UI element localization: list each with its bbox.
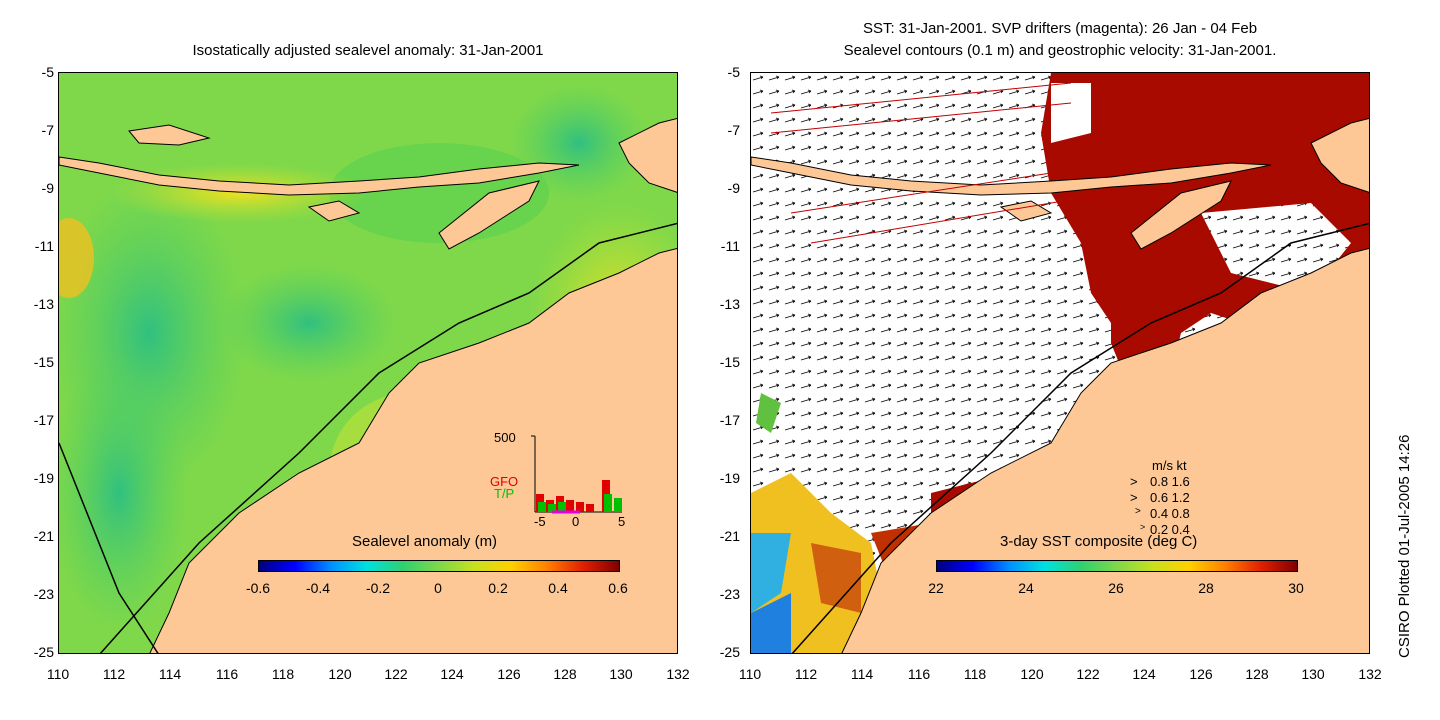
- velocity-arrow-icon: >: [1130, 474, 1138, 489]
- x-tick: 126: [497, 666, 521, 682]
- y-tick: -23: [719, 586, 740, 602]
- colorbar-tick: 24: [1018, 580, 1034, 596]
- inset-y-label: 500: [494, 430, 516, 445]
- x-tick: 128: [553, 666, 577, 682]
- x-tick: 114: [850, 666, 874, 682]
- colorbar-tick: -0.2: [365, 580, 391, 596]
- y-tick: -17: [33, 412, 54, 428]
- y-tick: -17: [719, 412, 740, 428]
- inset-x-tick: -5: [534, 514, 546, 529]
- x-tick: 118: [271, 666, 295, 682]
- velocity-legend-row: 0.6 1.2: [1150, 490, 1190, 505]
- x-tick: 114: [158, 666, 182, 682]
- x-tick: 120: [1020, 666, 1044, 682]
- colorbar-tick: 0.4: [548, 580, 568, 596]
- x-tick: 122: [384, 666, 408, 682]
- right-map: [750, 72, 1370, 654]
- velocity-arrow-icon: >: [1140, 522, 1146, 532]
- y-tick: -15: [33, 354, 54, 370]
- y-tick: -25: [719, 644, 740, 660]
- y-tick: -15: [719, 354, 740, 370]
- x-tick: 132: [1358, 666, 1382, 682]
- left-panel-title: Isostatically adjusted sealevel anomaly:…: [192, 42, 544, 59]
- inset-label-tp: T/P: [494, 486, 515, 501]
- histogram-bars: [531, 435, 622, 514]
- y-tick: -21: [719, 528, 740, 544]
- colorbar-tick: -0.4: [305, 580, 331, 596]
- y-tick: -5: [727, 64, 740, 80]
- right-colorbar: [936, 560, 1298, 572]
- y-tick: -25: [33, 644, 54, 660]
- x-tick: 112: [102, 666, 126, 682]
- y-tick: -9: [727, 180, 740, 196]
- y-tick: -5: [41, 64, 54, 80]
- inset-label-gfo: GFO: [490, 474, 519, 489]
- left-colorbar: [258, 560, 620, 572]
- x-tick: 130: [609, 666, 633, 682]
- y-tick: -11: [720, 238, 740, 254]
- y-tick: -9: [41, 180, 54, 196]
- y-tick: -7: [41, 122, 54, 138]
- velocity-legend-row: 0.4 0.8: [1150, 506, 1190, 521]
- inset-x-tick: 0: [572, 514, 580, 529]
- x-tick: 128: [1245, 666, 1269, 682]
- sst-map: [751, 73, 1369, 653]
- altimeter-histogram-inset: 500 GFO T/P -5 0 5: [490, 428, 630, 529]
- y-tick: -19: [33, 470, 54, 486]
- x-tick: 130: [1301, 666, 1325, 682]
- colorbar-tick: 0.6: [608, 580, 628, 596]
- x-tick: 110: [46, 666, 70, 682]
- velocity-legend-row: 0.8 1.6: [1150, 474, 1190, 489]
- x-tick: 116: [907, 666, 931, 682]
- right-panel-title-line2: Sealevel contours (0.1 m) and geostrophi…: [843, 42, 1277, 59]
- colorbar-tick: 0.2: [488, 580, 508, 596]
- velocity-legend-row: 0.2 0.4: [1150, 522, 1190, 537]
- velocity-legend-header: m/s kt: [1152, 458, 1187, 473]
- x-tick: 118: [963, 666, 987, 682]
- y-tick: -7: [727, 122, 740, 138]
- right-colorbar-title: 3-day SST composite (deg C): [1000, 533, 1198, 550]
- x-tick: 124: [440, 666, 464, 682]
- y-tick: -13: [719, 296, 740, 312]
- left-map: [58, 72, 678, 654]
- x-tick: 110: [738, 666, 762, 682]
- sealevel-map: [59, 73, 677, 653]
- colorbar-tick: 22: [928, 580, 944, 596]
- left-colorbar-title: Sealevel anomaly (m): [352, 533, 498, 550]
- x-tick: 116: [215, 666, 239, 682]
- y-tick: -11: [34, 238, 54, 254]
- x-tick: 132: [666, 666, 690, 682]
- velocity-arrow-icon: >: [1130, 490, 1138, 505]
- y-tick: -19: [719, 470, 740, 486]
- colorbar-tick: 30: [1288, 580, 1304, 596]
- colorbar-tick: 26: [1108, 580, 1124, 596]
- inset-x-tick: 5: [618, 514, 626, 529]
- colorbar-tick: 28: [1198, 580, 1214, 596]
- colorbar-tick: -0.6: [245, 580, 271, 596]
- x-tick: 120: [328, 666, 352, 682]
- plot-credit-label: CSIRO Plotted 01-Jul-2005 14:26: [1396, 434, 1413, 658]
- y-tick: -23: [33, 586, 54, 602]
- x-tick: 126: [1189, 666, 1213, 682]
- y-tick: -21: [33, 528, 54, 544]
- colorbar-tick: 0: [434, 580, 442, 596]
- y-tick: -13: [33, 296, 54, 312]
- x-tick: 122: [1076, 666, 1100, 682]
- velocity-arrow-icon: >: [1135, 506, 1141, 517]
- x-tick: 112: [794, 666, 818, 682]
- x-tick: 124: [1132, 666, 1156, 682]
- right-panel-title-line1: SST: 31-Jan-2001. SVP drifters (magenta)…: [862, 20, 1258, 37]
